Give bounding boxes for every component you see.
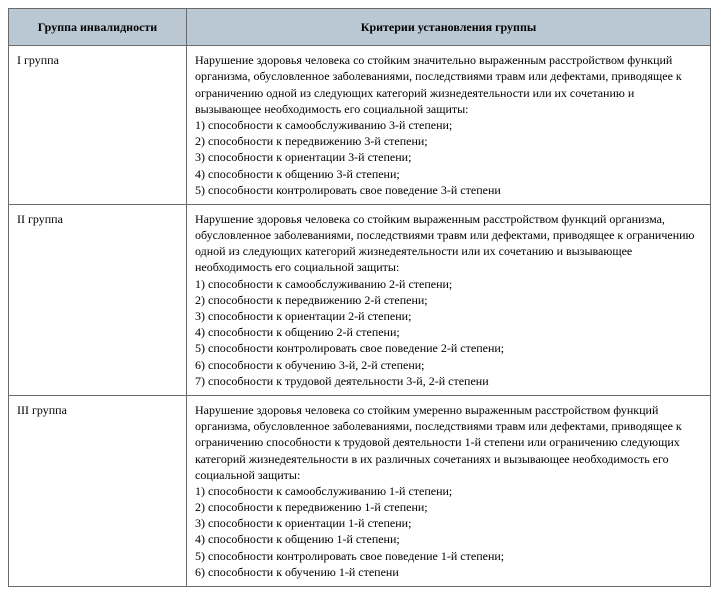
criteria-item: 2) способности к передвижению 2-й степен… — [195, 292, 702, 308]
criteria-item: 2) способности к передвижению 1-й степен… — [195, 499, 702, 515]
criteria-item: 4) способности к общению 1-й степени; — [195, 531, 702, 547]
criteria-item: 6) способности к обучению 1-й степени — [195, 564, 702, 580]
criteria-item: 6) способности к обучению 3-й, 2-й степе… — [195, 357, 702, 373]
criteria-item: 4) способности к общению 3-й степени; — [195, 166, 702, 182]
criteria-item: 7) способности к трудовой деятельности 3… — [195, 373, 702, 389]
cell-group: II группа — [9, 204, 187, 395]
table-body: I группаНарушение здоровья человека со с… — [9, 46, 711, 587]
criteria-item: 3) способности к ориентации 2-й степени; — [195, 308, 702, 324]
criteria-intro: Нарушение здоровья человека со стойким з… — [195, 52, 702, 117]
cell-group: III группа — [9, 395, 187, 586]
criteria-item: 3) способности к ориентации 1-й степени; — [195, 515, 702, 531]
criteria-item: 1) способности к самообслуживанию 3-й ст… — [195, 117, 702, 133]
criteria-intro: Нарушение здоровья человека со стойким в… — [195, 211, 702, 276]
criteria-item: 5) способности контролировать свое повед… — [195, 182, 702, 198]
col-header-criteria: Критерии установления группы — [187, 9, 711, 46]
criteria-item: 2) способности к передвижению 3-й степен… — [195, 133, 702, 149]
cell-criteria: Нарушение здоровья человека со стойким з… — [187, 46, 711, 205]
table-header-row: Группа инвалидности Критерии установлени… — [9, 9, 711, 46]
cell-criteria: Нарушение здоровья человека со стойким у… — [187, 395, 711, 586]
disability-criteria-table: Группа инвалидности Критерии установлени… — [8, 8, 711, 587]
criteria-item: 5) способности контролировать свое повед… — [195, 340, 702, 356]
criteria-intro: Нарушение здоровья человека со стойким у… — [195, 402, 702, 483]
col-header-group: Группа инвалидности — [9, 9, 187, 46]
cell-criteria: Нарушение здоровья человека со стойким в… — [187, 204, 711, 395]
criteria-item: 4) способности к общению 2-й степени; — [195, 324, 702, 340]
criteria-item: 5) способности контролировать свое повед… — [195, 548, 702, 564]
table-row: III группаНарушение здоровья человека со… — [9, 395, 711, 586]
criteria-item: 1) способности к самообслуживанию 2-й ст… — [195, 276, 702, 292]
criteria-item: 3) способности к ориентации 3-й степени; — [195, 149, 702, 165]
table-row: II группаНарушение здоровья человека со … — [9, 204, 711, 395]
cell-group: I группа — [9, 46, 187, 205]
criteria-item: 1) способности к самообслуживанию 1-й ст… — [195, 483, 702, 499]
table-row: I группаНарушение здоровья человека со с… — [9, 46, 711, 205]
